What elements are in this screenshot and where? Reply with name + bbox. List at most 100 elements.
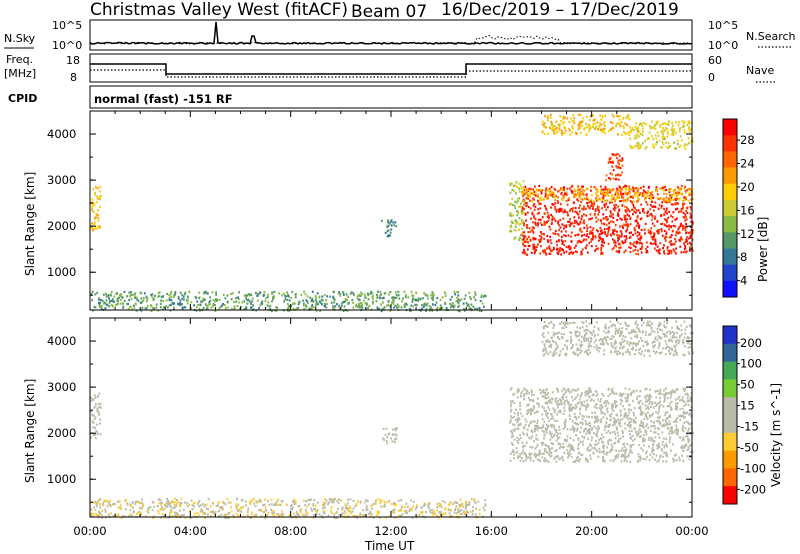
scatter-cell [98,405,101,409]
scatter-cell [668,441,671,444]
scatter-cell [628,126,631,129]
scatter-cell [633,137,636,140]
scatter-cell [166,292,169,295]
scatter-cell [538,239,540,242]
scatter-cell [179,299,182,302]
scatter-cell [536,189,539,192]
scatter-cell [422,297,424,300]
scatter-cell [637,191,640,194]
scatter-cell [177,302,179,305]
scatter-cell [241,301,244,304]
scatter-cell [483,509,486,512]
scatter-cell [208,301,211,304]
scatter-cell [586,227,589,230]
scatter-cell [687,394,690,397]
scatter-cell [580,453,582,456]
scatter-cell [347,515,349,518]
scatter-cell [672,203,675,206]
scatter-cell [572,439,575,442]
scatter-cell [670,239,672,242]
scatter-cell [346,309,349,312]
y-tick-label: 4000 [47,127,76,141]
scatter-cell [645,397,648,400]
scatter-cell [529,192,532,195]
scatter-cell [94,394,96,397]
scatter-cell [625,416,628,419]
scatter-cell [683,400,686,403]
scatter-cell [637,222,639,225]
scatter-cell [563,196,566,199]
scatter-cell [589,448,592,451]
scatter-cell [271,511,273,514]
scatter-cell [591,411,594,414]
scatter-cell [624,249,627,252]
scatter-cell [576,189,579,192]
scatter-cell [638,242,641,245]
scatter-cell [686,392,689,395]
scatter-cell [641,242,643,245]
scatter-cell [456,297,459,300]
scatter-cell [653,453,655,456]
scatter-cell [623,459,626,462]
scatter-cell [628,425,631,428]
scatter-cell [607,161,610,164]
scatter-cell [130,515,132,518]
scatter-cell [347,502,350,505]
scatter-cell [153,505,155,508]
scatter-cell [99,402,102,405]
scatter-cell [519,459,522,462]
scatter-cell [560,235,563,238]
scatter-cell [623,214,626,217]
scatter-cell [333,498,336,501]
scatter-cell [628,421,631,424]
scatter-cell [688,458,691,461]
scatter-cell [363,299,365,302]
scatter-cell [653,247,656,250]
scatter-cell [627,114,630,117]
scatter-cell [328,498,331,501]
scatter-cell [675,131,677,134]
scatter-cell [153,297,156,300]
scatter-cell [355,303,358,306]
scatter-cell [661,140,664,144]
scatter-cell [614,193,617,196]
scatter-cell [439,304,442,307]
scatter-cell [145,307,148,310]
scatter-cell [511,443,514,446]
scatter-cell [689,398,692,401]
scatter-cell [556,387,558,390]
scatter-cell [600,222,603,225]
scatter-cell [224,303,226,307]
scatter-cell [601,115,604,118]
scatter-cell [116,297,119,300]
scatter-cell [665,231,668,234]
scatter-cell [163,514,165,517]
scatter-cell [329,295,331,298]
scatter-cell [642,210,644,213]
scatter-cell [657,433,660,436]
scatter-cell [684,246,687,250]
scatter-cell [515,452,518,455]
scatter-cell [545,195,548,198]
scatter-cell [611,201,613,204]
scatter-cell [662,460,665,463]
scatter-cell [276,500,279,503]
scatter-cell [628,388,631,391]
scatter-cell [655,143,657,146]
scatter-cell [665,423,668,426]
scatter-cell [653,126,655,129]
scatter-cell [668,432,671,435]
scatter-cell [415,507,417,511]
scatter-cell [594,448,597,451]
scatter-cell [655,249,658,252]
scatter-cell [562,442,565,445]
scatter-cell [524,235,527,238]
scatter-cell [196,300,199,303]
scatter-cell [602,457,605,460]
scatter-cell [538,458,541,462]
scatter-cell [656,131,659,134]
scatter-cell [653,146,656,149]
scatter-cell [202,297,205,300]
scatter-cell [660,448,663,451]
scatter-cell [590,198,593,201]
